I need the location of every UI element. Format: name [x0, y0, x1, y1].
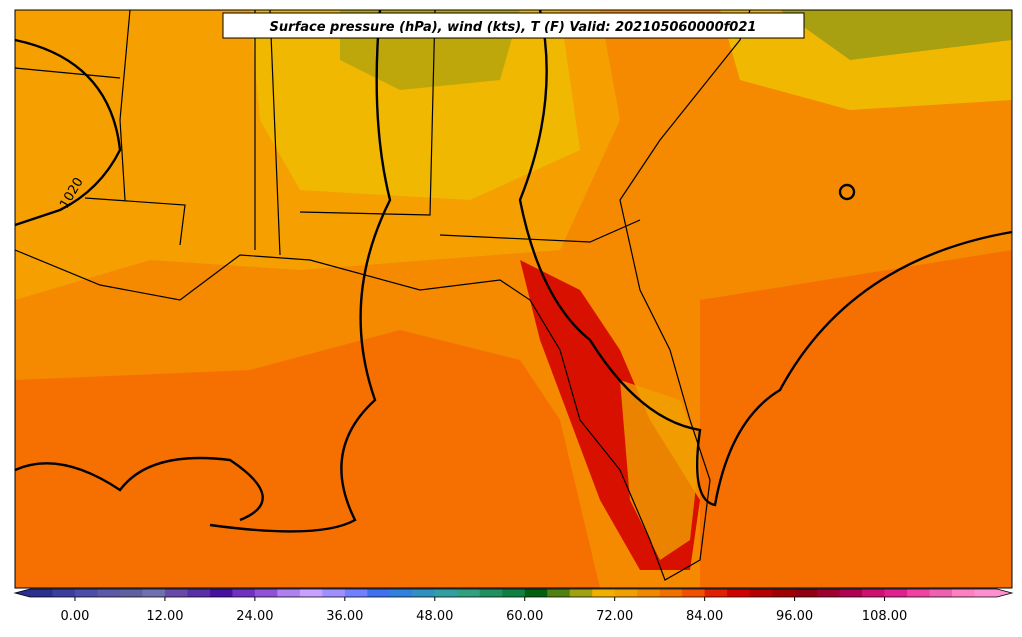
- colorbar-bin: [929, 589, 953, 597]
- colorbar-bin: [119, 589, 143, 597]
- colorbar-bin: [794, 589, 818, 597]
- colorbar-bin: [277, 589, 301, 597]
- colorbar-bin: [209, 589, 233, 597]
- colorbar-bin: [524, 589, 548, 597]
- isobars: [14, 9, 1013, 533]
- colorbar-bin: [479, 589, 503, 597]
- colorbar-bin: [367, 589, 391, 597]
- colorbar-tick-label: 60.00: [506, 609, 543, 624]
- colorbar-bin: [457, 589, 481, 597]
- colorbar-tick-label: 24.00: [236, 609, 273, 624]
- colorbar-tick-label: 84.00: [686, 609, 723, 624]
- borders: [14, 9, 751, 581]
- colorbar-bin: [727, 589, 751, 597]
- colorbar-bin: [52, 589, 76, 597]
- colorbar-bin: [97, 589, 121, 597]
- colorbar-bin: [344, 589, 368, 597]
- colorbar-bin: [704, 589, 728, 597]
- colorbar-bin: [862, 589, 886, 597]
- colorbar-bin: [839, 589, 863, 597]
- colorbar-bin: [772, 589, 796, 597]
- colorbar-bin: [412, 589, 436, 597]
- colorbar-bin: [502, 589, 526, 597]
- colorbar-bin: [187, 589, 211, 597]
- colorbar-bin: [817, 589, 841, 597]
- warm-zone: [780, 10, 1012, 60]
- colorbar-bin: [254, 589, 278, 597]
- colorbar-bin: [74, 589, 98, 597]
- colorbar-bin: [232, 589, 256, 597]
- colorbar-bin: [614, 589, 638, 597]
- map-frame: [14, 9, 1013, 589]
- colorbar-bin: [749, 589, 773, 597]
- colorbar-bin: [142, 589, 166, 597]
- colorbar-tick-label: 12.00: [146, 609, 183, 624]
- colorbar-bin: [569, 589, 593, 597]
- colorbar-tick-label: 36.00: [326, 609, 363, 624]
- colorbar-bin: [164, 589, 188, 597]
- colorbar-bin: [299, 589, 323, 597]
- colorbar-tick-label: 108.00: [862, 609, 908, 624]
- colorbar-bin: [592, 589, 616, 597]
- colorbar-bin: [952, 589, 976, 597]
- colorbar-bin: [322, 589, 346, 597]
- colorbar-outline: [13, 588, 1014, 598]
- colorbar-tick-label: 72.00: [596, 609, 633, 624]
- hot-zone: [700, 250, 1012, 588]
- colorbar-bin: [884, 589, 908, 597]
- colorbar-extend-low: [15, 589, 30, 597]
- colorbar: 0.00 12.00 24.00 36.00 48.00 60.00 72.00 84.00 9…: [13, 588, 1014, 624]
- colorbar-bin: [974, 589, 998, 597]
- title-box: [222, 12, 805, 39]
- map: 1020: [14, 9, 1013, 589]
- colorbar-bin: [637, 589, 661, 597]
- colorbar-bin: [30, 589, 53, 597]
- colorbar-tick-label: 0.00: [61, 609, 90, 624]
- colorbar-bin: [547, 589, 571, 597]
- hot-zone: [15, 330, 600, 588]
- colorbar-bin: [907, 589, 931, 597]
- colorbar-bin: [682, 589, 706, 597]
- colorbar-tick-label: 48.00: [416, 609, 453, 624]
- title: Surface pressure (hPa), wind (kts), T (F…: [270, 20, 757, 35]
- colorbar-extend-high: [997, 589, 1012, 597]
- colorbar-bin: [659, 589, 683, 597]
- colorbar-bin: [389, 589, 413, 597]
- colorbar-bin: [434, 589, 458, 597]
- colorbar-tick-label: 96.00: [776, 609, 813, 624]
